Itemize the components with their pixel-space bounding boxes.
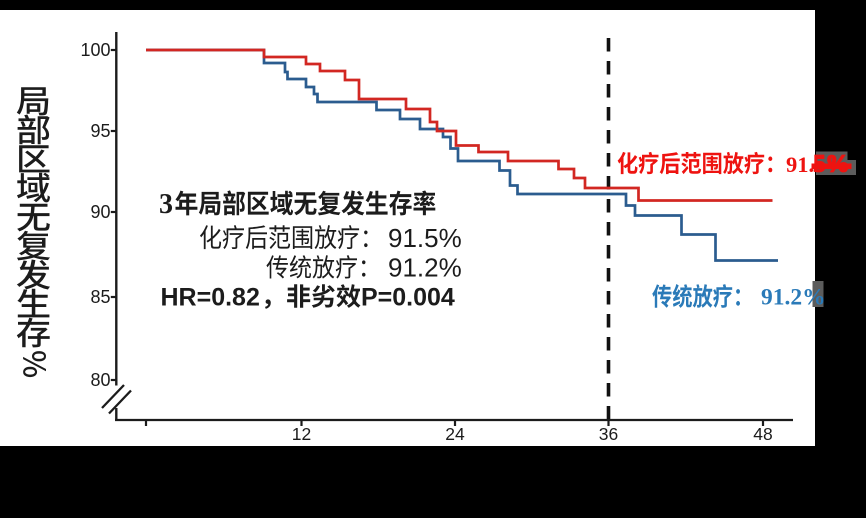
svg-text:36: 36 (599, 424, 618, 444)
svg-text:90: 90 (90, 202, 110, 222)
svg-text:3: 3 (159, 189, 173, 220)
svg-text:24: 24 (445, 424, 465, 444)
svg-text:95: 95 (90, 121, 110, 141)
svg-text:91.2%: 91.2% (761, 285, 826, 311)
svg-text:91.2%: 91.2% (388, 253, 462, 283)
svg-text:P=0.004: P=0.004 (361, 284, 455, 312)
svg-text:HR=0.82: HR=0.82 (161, 284, 260, 312)
svg-text:80: 80 (90, 370, 110, 390)
svg-text:85: 85 (90, 287, 110, 307)
svg-text:48: 48 (753, 424, 772, 444)
svg-text:91.5%: 91.5% (388, 223, 462, 253)
svg-text:91.: 91. (786, 152, 814, 177)
svg-text:100: 100 (80, 40, 110, 60)
svg-text:12: 12 (292, 424, 311, 444)
